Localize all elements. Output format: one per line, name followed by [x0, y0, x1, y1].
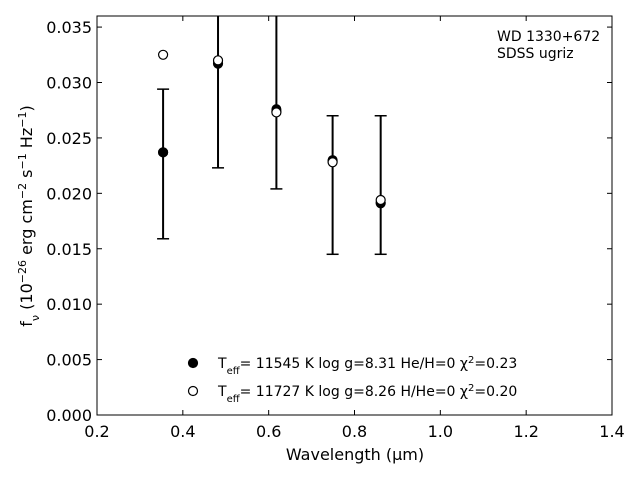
legend-entry-1-tail: =0.23	[474, 356, 517, 372]
model-point-open	[212, 55, 224, 66]
x-tick-label: 1.4	[599, 422, 624, 441]
data-marks	[157, 16, 387, 256]
model-point-open	[157, 49, 169, 60]
legend-entry-2-tail: =0.20	[474, 384, 517, 400]
annotation-line-1: WD 1330+672	[497, 29, 600, 45]
axis-ticks: 0.2 0.4 0.6 0.8 1.0 1.2 1.4 0.000 0.005 0.010 0.01…	[46, 16, 625, 441]
legend-entry-1-t: T	[217, 356, 227, 372]
x-tick-label: 0.6	[256, 422, 281, 441]
legend-entry-1-sup: 2	[468, 355, 474, 366]
x-tick-label: 0.8	[342, 422, 367, 441]
y-tick-label: 0.020	[46, 184, 92, 203]
legend-entry-1-rest: = 11545 K log g=8.31 He/H=0 χ	[240, 356, 468, 372]
legend-entry-2-t: T	[217, 384, 227, 400]
y-tick-label: 0.005	[46, 351, 92, 370]
x-tick-label: 0.2	[84, 422, 109, 441]
legend-entry-1-sub: eff	[227, 366, 241, 377]
legend: Teff= 11545 K log g=8.31 He/H=0 χ2=0.23 …	[187, 355, 517, 405]
legend-entry-2-rest: = 11727 K log g=8.26 H/He=0 χ	[240, 384, 468, 400]
y-tick-label: 0.010	[46, 295, 92, 314]
y-tick-label: 0.025	[46, 129, 92, 148]
legend-entry-2-sup: 2	[468, 383, 474, 394]
y-tick-label: 0.035	[46, 18, 92, 37]
y-tick-label: 0.030	[46, 74, 92, 93]
y-tick-label: 0.015	[46, 240, 92, 259]
model-point-open	[327, 157, 338, 168]
x-tick-label: 0.4	[170, 422, 195, 441]
y-axis-label: fν (10−26 erg cm−2 s−1 Hz−1)	[16, 105, 42, 326]
legend-entry-1: Teff= 11545 K log g=8.31 He/H=0 χ2=0.23	[217, 355, 517, 377]
x-tick-label: 1.2	[513, 422, 538, 441]
annotation-line-2: SDSS ugriz	[497, 46, 574, 62]
y-tick-label: 0.000	[46, 406, 92, 425]
x-tick-label: 1.0	[428, 422, 453, 441]
model-point-filled	[157, 147, 169, 158]
svg-text:fν (10−26 erg cm−2 s−1 Hz−1): fν (10−26 erg cm−2 s−1 Hz−1)	[16, 105, 42, 326]
legend-entry-2-sub: eff	[227, 394, 241, 405]
x-axis-label: Wavelength (μm)	[286, 445, 424, 464]
legend-marker-filled	[187, 357, 199, 369]
model-point-open	[271, 107, 282, 118]
annotation: WD 1330+672 SDSS ugriz	[497, 29, 600, 62]
legend-entry-2: Teff= 11727 K log g=8.26 H/He=0 χ2=0.20	[217, 383, 517, 405]
model-point-open	[375, 194, 386, 206]
legend-marker-open	[187, 385, 199, 397]
